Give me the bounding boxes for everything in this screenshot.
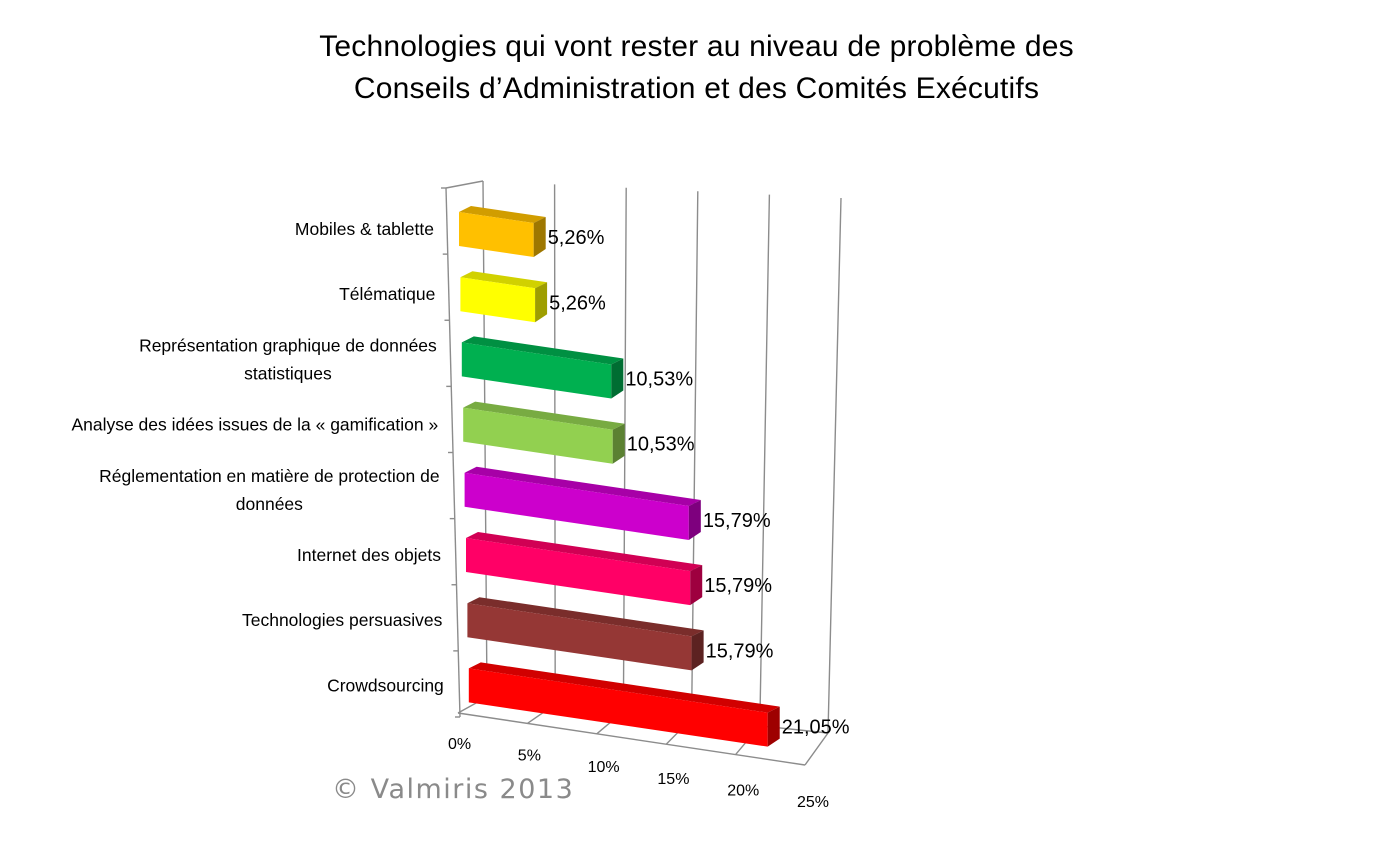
- chart-title-line-1: Technologies qui vont rester au niveau d…: [319, 30, 1074, 63]
- bar-end-face: [612, 423, 625, 464]
- bar: [460, 271, 548, 323]
- bar: [467, 597, 704, 671]
- bar-front-face: [467, 603, 692, 671]
- x-tick-label: 5%: [518, 748, 541, 765]
- category-label: Télématique: [339, 284, 435, 304]
- bar-front-face: [461, 342, 612, 399]
- gridline: [735, 194, 771, 756]
- x-tick-label: 25%: [797, 794, 829, 811]
- bar-front-face: [466, 538, 691, 606]
- bar-front-face: [463, 407, 613, 464]
- bar: [459, 206, 546, 258]
- bar-front-face: [459, 212, 534, 258]
- bar-top-face: [464, 466, 701, 506]
- value-label: 5,26%: [548, 227, 605, 249]
- x-tick-label: 15%: [657, 771, 689, 788]
- category-labels: Mobiles & tablette Télématique Représentat…: [71, 219, 443, 695]
- x-tick-label: 10%: [588, 759, 620, 776]
- chart-title-line-2: Conseils d’Administration et des Comités…: [353, 72, 1040, 105]
- bar-top-face: [468, 662, 780, 713]
- bar: [461, 336, 624, 399]
- bar-front-face: [464, 472, 689, 540]
- value-label: 10,53%: [625, 369, 693, 391]
- x-tick-labels: 0% 5% 10% 15% 20% 25%: [448, 736, 829, 811]
- bar-end-face: [535, 282, 548, 323]
- bar-top-face: [467, 597, 704, 637]
- watermark: © Valmiris 2013: [332, 774, 574, 805]
- chart-title: Technologies qui vont rester au niveau d…: [0, 26, 1393, 110]
- bar-top-face: [463, 401, 625, 430]
- bar: [463, 401, 625, 464]
- bar-end-face: [611, 358, 624, 399]
- floor-front-edge: [457, 712, 806, 766]
- category-label: Internet des objets: [297, 545, 441, 565]
- category-label: Analyse des idées issues de la « gamific…: [71, 415, 438, 435]
- category-label: Réglementation en matière de protection …: [99, 466, 440, 486]
- bars: [459, 206, 780, 747]
- value-label: 15,79%: [704, 575, 772, 597]
- bar-top-face: [460, 271, 548, 289]
- category-label: statistiques: [244, 363, 332, 383]
- bar: [466, 532, 703, 606]
- value-label: 21,05%: [782, 717, 850, 739]
- x-tick-label: 20%: [727, 782, 759, 799]
- bar-top-face: [461, 336, 624, 365]
- value-label: 15,79%: [703, 510, 771, 532]
- value-labels: 5,26% 5,26% 10,53% 10,53% 15,79% 15,79% 15,79%…: [548, 227, 850, 739]
- bar-end-face: [533, 217, 546, 258]
- bar-end-face: [688, 499, 701, 540]
- value-label: 5,26%: [549, 292, 606, 314]
- category-label: Technologies persuasives: [242, 610, 443, 630]
- bar-top-face: [466, 532, 703, 572]
- category-label: Représentation graphique de données: [139, 335, 437, 355]
- side-wall-top: [445, 180, 484, 189]
- bar: [464, 466, 701, 540]
- gridline: [804, 197, 842, 766]
- category-label: données: [236, 494, 303, 514]
- category-label: Mobiles & tablette: [295, 219, 434, 239]
- category-label: Crowdsourcing: [327, 675, 444, 695]
- bar-top-face: [459, 206, 546, 224]
- value-label: 10,53%: [627, 434, 695, 456]
- bar-end-face: [690, 565, 703, 606]
- bar-front-face: [460, 277, 536, 323]
- x-tick-label: 0%: [448, 736, 471, 753]
- bar-end-face: [691, 630, 704, 671]
- value-label: 15,79%: [706, 640, 774, 662]
- bar-end-face: [767, 706, 780, 747]
- bar-front-face: [468, 668, 768, 747]
- bar: [468, 662, 780, 747]
